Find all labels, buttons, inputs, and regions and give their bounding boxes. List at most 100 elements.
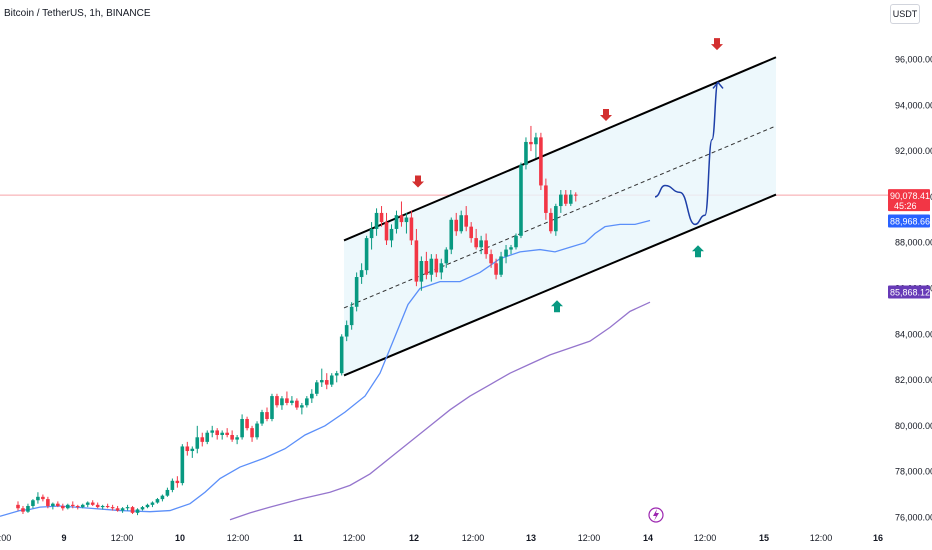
candle-body <box>155 499 160 503</box>
candle-body <box>315 382 319 394</box>
candle-body <box>275 396 279 406</box>
candle-body <box>568 194 573 204</box>
candle-body <box>31 500 35 506</box>
projection-path <box>654 81 719 226</box>
price-tick-label: 84,000.00 <box>895 329 932 339</box>
candle-body <box>210 430 215 433</box>
candle-body <box>205 432 210 442</box>
flash-icon[interactable] <box>648 507 664 523</box>
ma-slow-line <box>229 301 651 521</box>
candle-body <box>105 505 110 508</box>
candle-body <box>329 375 334 385</box>
candle-body <box>41 496 45 500</box>
buy-arrow-icon <box>551 300 563 313</box>
candle-body <box>439 263 444 273</box>
candle-body <box>414 240 419 282</box>
time-tick-label: 12:00 <box>810 533 833 543</box>
candle-body <box>200 437 205 442</box>
candle-body <box>185 446 190 452</box>
channel-fill <box>344 57 776 376</box>
candle-body <box>300 405 304 408</box>
candle-body <box>444 249 449 264</box>
candle-body <box>409 217 414 241</box>
time-tick-label: 16 <box>873 533 883 543</box>
candle-body <box>394 215 399 229</box>
time-tick-label: 9 <box>61 533 66 543</box>
candle-body <box>489 254 493 264</box>
sell-arrow-icon <box>711 38 723 51</box>
candle-body <box>80 504 85 508</box>
candle-body <box>125 507 130 509</box>
sell-arrow-icon <box>600 109 612 122</box>
channel-lower-line <box>343 193 777 377</box>
price-tick-label: 78,000.00 <box>895 467 932 477</box>
candle-body <box>454 219 459 232</box>
candle-body <box>339 336 344 374</box>
channel-layer <box>343 56 777 377</box>
candle-body <box>384 222 389 241</box>
candle-body <box>509 247 513 250</box>
projection-layer <box>654 81 724 226</box>
candle-body <box>404 217 409 223</box>
candle-body <box>359 270 364 278</box>
candle-body <box>195 437 200 449</box>
candle-body <box>220 432 224 435</box>
price-tag <box>888 189 930 212</box>
candle-body <box>180 446 185 484</box>
candle-body <box>310 393 314 399</box>
price-tick-label: 82,000.00 <box>895 375 932 385</box>
candle-body <box>539 137 543 186</box>
candle-body <box>170 480 175 490</box>
candle-body <box>160 495 165 500</box>
candle-body <box>70 504 75 506</box>
currency-selector-button[interactable]: USDT <box>890 4 920 24</box>
candle-body <box>344 325 349 337</box>
candle-body <box>66 504 70 509</box>
candle-body <box>494 263 498 275</box>
sell-arrow-icon <box>412 175 424 188</box>
time-tick-label: 13 <box>526 533 536 543</box>
time-tick-label: 12:00 <box>694 533 717 543</box>
candle-body <box>434 258 439 273</box>
candle-body <box>240 418 244 438</box>
candle-body <box>549 212 553 232</box>
candle-body <box>469 226 473 239</box>
candle-body <box>290 400 294 403</box>
candle-body <box>230 435 234 440</box>
price-tag-label: 90,078.41 <box>890 191 930 201</box>
candle-body <box>115 508 120 511</box>
candle-body <box>51 503 55 506</box>
price-tag <box>888 285 930 299</box>
candle-body <box>295 400 299 408</box>
buy-arrow-icon <box>692 245 704 258</box>
candle-body <box>260 412 264 424</box>
countdown-label: 45:26 <box>894 201 917 211</box>
projection-arrowhead <box>712 81 724 89</box>
time-tick-label: 12:00 <box>578 533 601 543</box>
candle-body <box>245 418 249 429</box>
time-tick-label: 12 <box>409 533 419 543</box>
candle-body <box>519 164 523 236</box>
candle-body <box>389 228 394 241</box>
candle-body <box>479 240 483 248</box>
ma-fast-line <box>0 219 651 517</box>
arrows-layer <box>412 38 723 313</box>
candle-body <box>255 423 259 438</box>
candle-body <box>424 261 429 275</box>
time-tick-label: 11 <box>293 533 303 543</box>
candle-body <box>349 306 354 326</box>
candle-body <box>399 215 404 223</box>
moving-average-layer <box>0 219 651 521</box>
candle-body <box>529 141 533 145</box>
time-tick-label: 12:00 <box>227 533 250 543</box>
candle-body <box>564 194 568 204</box>
candle-body <box>573 194 578 196</box>
time-tick-label: 12:00 <box>462 533 485 543</box>
candle-body <box>190 448 195 452</box>
candle-body <box>459 215 464 232</box>
time-tick-label: 12:00 <box>343 533 366 543</box>
candle-body <box>150 502 155 505</box>
candle-body <box>215 430 219 435</box>
time-tick-label: 14 <box>643 533 653 543</box>
